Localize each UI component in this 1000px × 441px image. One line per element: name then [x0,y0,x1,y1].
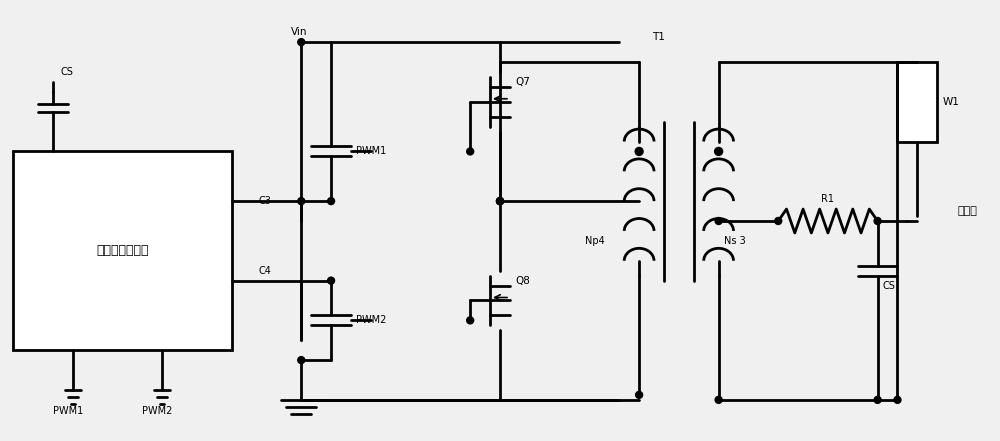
Text: 雾化片: 雾化片 [957,206,977,216]
Circle shape [467,148,474,155]
Text: PWM2: PWM2 [356,315,386,325]
Circle shape [497,198,503,205]
Circle shape [467,317,474,324]
Text: T1: T1 [653,32,665,42]
Bar [897,62,937,142]
Circle shape [874,217,881,224]
Circle shape [298,357,305,363]
Text: PWM2: PWM2 [142,406,172,416]
Circle shape [497,198,503,205]
Text: PWM1: PWM1 [53,406,83,416]
Text: C4: C4 [259,265,271,276]
Text: C3: C3 [259,196,271,206]
Circle shape [328,277,335,284]
Text: R1: R1 [821,194,834,204]
Circle shape [635,147,643,155]
Text: W1: W1 [942,97,959,107]
Text: Q8: Q8 [515,276,530,286]
Circle shape [328,198,335,205]
Circle shape [298,198,305,205]
Text: Ns 3: Ns 3 [724,236,745,246]
Text: CS: CS [883,280,895,291]
Circle shape [298,39,305,45]
Circle shape [636,392,643,398]
FancyBboxPatch shape [13,151,232,350]
Text: PWM1: PWM1 [356,146,386,157]
Circle shape [497,198,503,205]
Text: Np4: Np4 [585,236,604,246]
Circle shape [874,396,881,404]
Circle shape [715,217,722,224]
Text: Vin: Vin [291,27,308,37]
Text: Q7: Q7 [515,77,530,87]
Circle shape [715,396,722,404]
Text: CS: CS [61,67,74,77]
Circle shape [775,217,782,224]
Circle shape [894,396,901,404]
Text: 开关管控制电路: 开关管控制电路 [96,244,149,257]
Circle shape [715,147,723,155]
